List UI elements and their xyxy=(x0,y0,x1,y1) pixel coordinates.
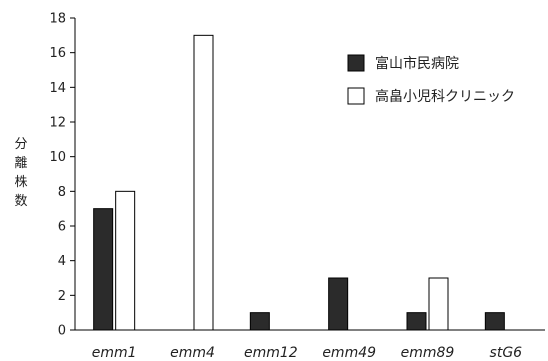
legend-label: 高畠小児科クリニック xyxy=(375,88,515,105)
y-tick-label: 8 xyxy=(58,185,66,200)
bars xyxy=(93,34,505,331)
y-tick-label: 12 xyxy=(49,116,66,131)
x-tick-label: emm49 xyxy=(322,345,376,361)
y-tick-label: 6 xyxy=(58,220,66,235)
bar-emm89-series-1 xyxy=(406,312,427,331)
y-tick-label: 10 xyxy=(49,150,66,165)
y-tick-label: 4 xyxy=(58,254,66,269)
y-tick-label: 2 xyxy=(58,289,66,304)
bar-emm4-series-2 xyxy=(193,34,214,331)
bar-stG6-series-1 xyxy=(484,312,505,331)
legend-swatch xyxy=(347,87,365,105)
y-tick-label: 0 xyxy=(58,324,66,339)
bar-emm1-series-1 xyxy=(93,208,114,331)
y-axis-label-char: 数 xyxy=(14,194,27,209)
legend-label: 富山市民病院 xyxy=(375,55,459,72)
y-axis-label-char: 分 xyxy=(14,137,27,152)
bar-emm49-series-1 xyxy=(328,277,349,331)
x-tick-label: emm4 xyxy=(170,345,215,361)
bar-emm1-series-2 xyxy=(115,190,136,331)
y-tick-label: 14 xyxy=(49,81,66,96)
legend-item: 高畠小児科クリニック xyxy=(347,87,515,105)
x-tick-label: emm12 xyxy=(244,345,298,361)
y-tick-label: 16 xyxy=(49,46,66,61)
x-tick-label: emm1 xyxy=(92,345,137,361)
y-axis-label-char: 株 xyxy=(14,175,27,190)
y-tick-label: 18 xyxy=(49,12,66,27)
bar-emm12-series-1 xyxy=(249,312,270,331)
axes xyxy=(70,17,545,331)
x-tick-label: stG6 xyxy=(490,345,523,361)
legend-swatch xyxy=(347,54,365,72)
x-tick-label: emm89 xyxy=(401,345,455,361)
legend-item: 富山市民病院 xyxy=(347,54,459,72)
bar-emm89-series-2 xyxy=(428,277,449,331)
y-axis-label-char: 離 xyxy=(14,156,27,171)
